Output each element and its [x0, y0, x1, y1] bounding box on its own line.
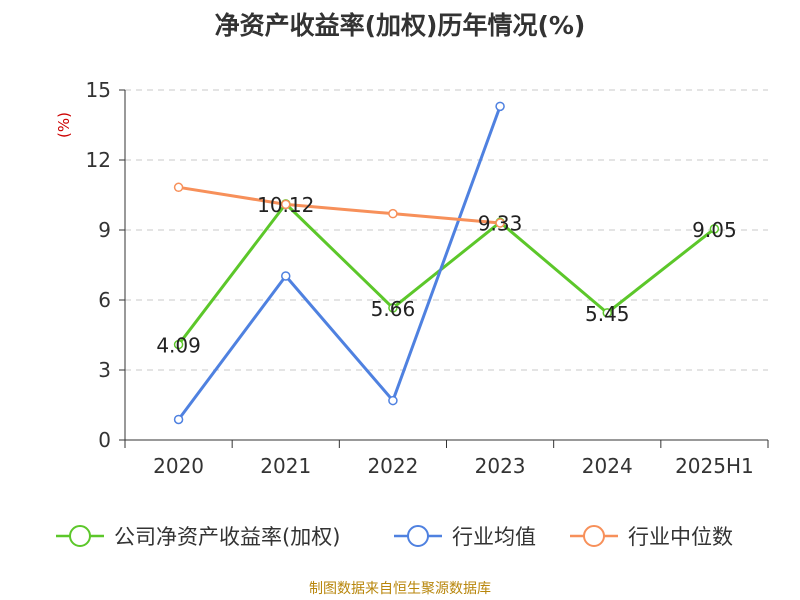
- legend-swatch-marker: [69, 525, 91, 547]
- x-tick-label: 2022: [367, 454, 418, 478]
- data-point-0: [388, 303, 398, 313]
- x-tick-label: 2021: [260, 454, 311, 478]
- data-point-2: [173, 182, 184, 193]
- data-label: 9.05: [692, 218, 737, 242]
- y-tick-label: 0: [98, 428, 111, 452]
- y-tick-label: 12: [86, 148, 111, 172]
- x-tick-label: 2024: [582, 454, 633, 478]
- y-tick-label: 9: [98, 218, 111, 242]
- x-tick-label: 2025H1: [675, 454, 754, 478]
- x-tick-label: 2020: [153, 454, 204, 478]
- data-point-2: [495, 218, 505, 228]
- series-line-0: [177, 202, 716, 347]
- data-label: 5.45: [585, 302, 630, 326]
- data-label: 5.66: [371, 297, 416, 321]
- data-point-1: [281, 271, 291, 281]
- x-tick-label: 2023: [475, 454, 526, 478]
- chart-title: 净资产收益率(加权)历年情况(%): [214, 11, 586, 40]
- series-line-1: [177, 104, 502, 421]
- data-label: 10.12: [257, 193, 314, 217]
- legend-swatch-marker: [583, 525, 605, 547]
- data-point-1: [173, 414, 184, 425]
- data-label: 4.09: [156, 334, 201, 358]
- legend-label: 行业均值: [452, 525, 536, 549]
- data-point-2: [281, 199, 291, 210]
- y-tick-label: 15: [86, 78, 111, 102]
- data-point-0: [602, 308, 612, 318]
- data-point-1: [495, 101, 505, 112]
- series-line-2: [177, 185, 502, 225]
- data-point-2: [388, 208, 398, 219]
- source-note: 制图数据来自恒生聚源数据库: [309, 581, 491, 597]
- data-label: 9.33: [478, 211, 523, 235]
- legend-label: 公司净资产收益率(加权): [114, 525, 340, 549]
- data-point-0: [173, 339, 184, 350]
- legend-label: 行业中位数: [628, 525, 733, 549]
- y-axis-label: (%): [55, 112, 73, 138]
- y-tick-label: 6: [98, 288, 111, 312]
- y-tick-label: 3: [98, 358, 111, 382]
- data-point-1: [388, 395, 398, 406]
- legend-swatch-marker: [407, 525, 429, 547]
- data-point-0: [709, 224, 720, 234]
